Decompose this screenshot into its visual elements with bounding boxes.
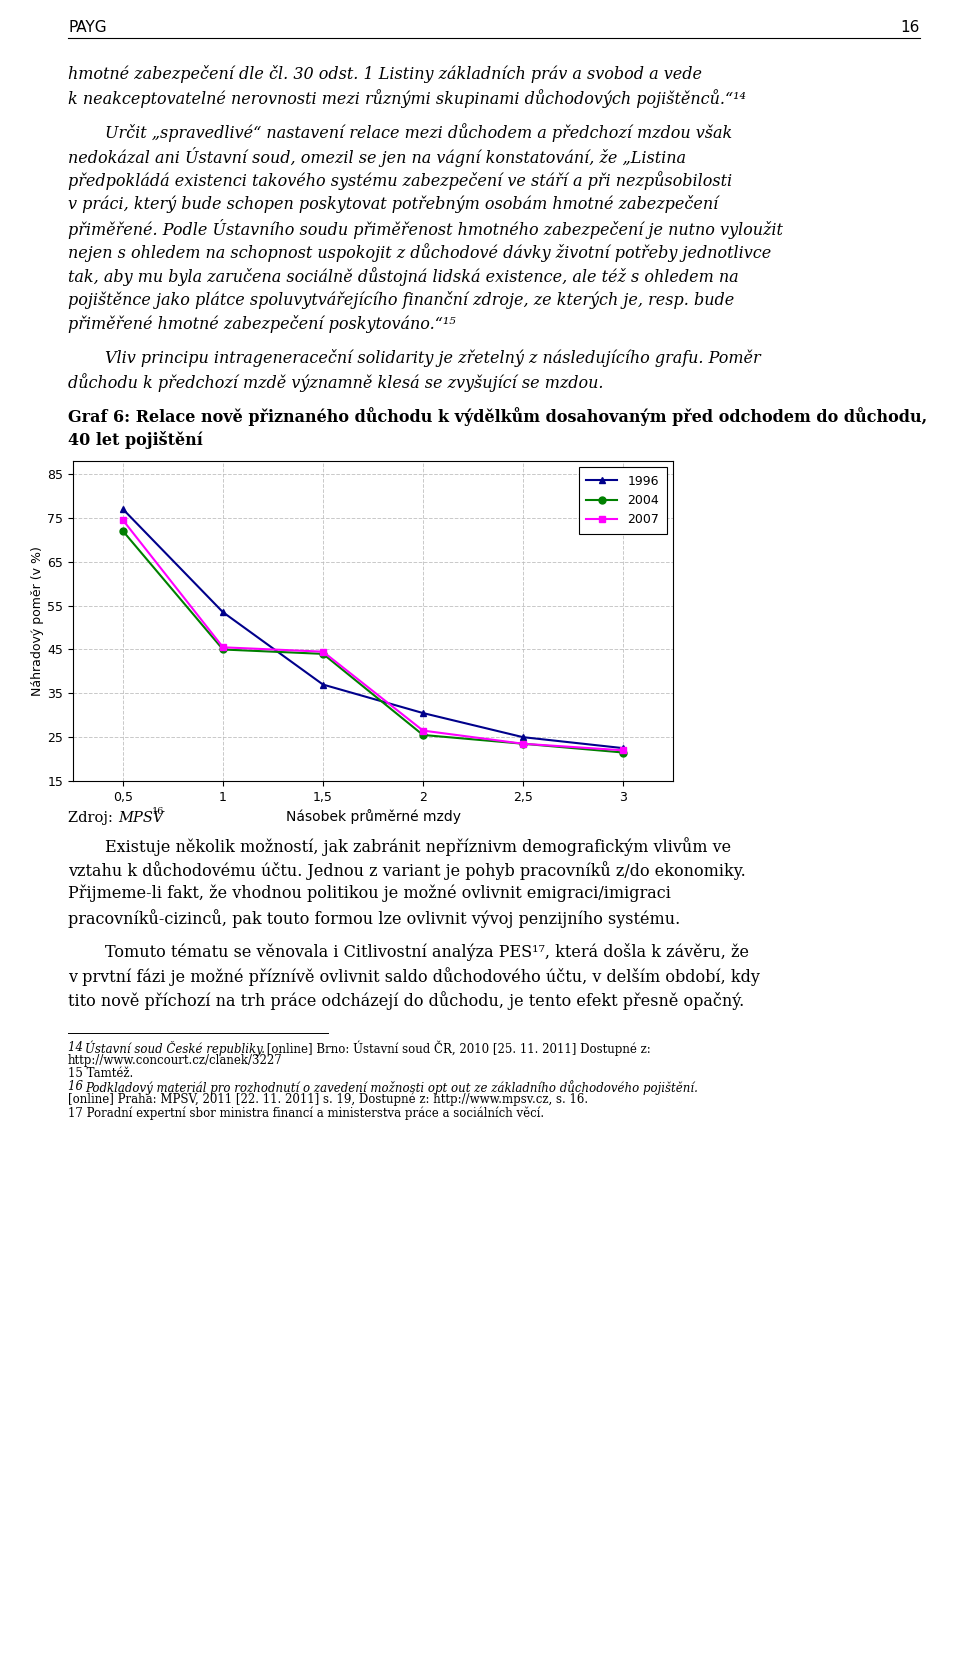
2004 <box>117 520 129 541</box>
1996 <box>117 499 129 519</box>
2007 <box>418 720 429 740</box>
2004 <box>418 725 429 745</box>
Text: Existuje několik možností, jak zabránit nepříznivm demografickým vlivům ve: Existuje několik možností, jak zabránit … <box>105 838 732 856</box>
1996 <box>217 603 228 623</box>
Line: 2004: 2004 <box>120 527 627 756</box>
2004 <box>617 742 629 762</box>
Text: Podkladový materiál pro rozhodnutí o zavedení možnosti opt out ze základního důc: Podkladový materiál pro rozhodnutí o zav… <box>85 1080 698 1095</box>
Text: pracovníků-cizinců, pak touto formou lze ovlivnit vývoj penzijního systému.: pracovníků-cizinců, pak touto formou lze… <box>68 908 681 928</box>
1996 <box>418 704 429 724</box>
Text: k neakceptovatelné nerovnosti mezi různými skupinami důchodových pojištěnců.“¹⁴: k neakceptovatelné nerovnosti mezi různý… <box>68 89 746 107</box>
2007 <box>217 638 228 658</box>
Text: přiměřené hmotné zabezpečení poskytováno.“¹⁵: přiměřené hmotné zabezpečení poskytováno… <box>68 316 456 332</box>
X-axis label: Násobek průměrné mzdy: Násobek průměrné mzdy <box>285 809 461 824</box>
Text: vztahu k důchodovému účtu. Jednou z variant je pohyb pracovníků z/do ekonomiky.: vztahu k důchodovému účtu. Jednou z vari… <box>68 861 746 880</box>
Text: 16: 16 <box>68 1080 86 1093</box>
Legend: 1996, 2004, 2007: 1996, 2004, 2007 <box>579 467 667 534</box>
Text: v práci, který bude schopen poskytovat potřebným osobám hmotné zabezpečení: v práci, který bude schopen poskytovat p… <box>68 195 718 213</box>
Text: 15 Tamtéž.: 15 Tamtéž. <box>68 1066 133 1080</box>
Text: tito nově příchozí na trh práce odcházejí do důchodu, je tento efekt přesně opač: tito nově příchozí na trh práce odcházej… <box>68 991 744 1009</box>
Text: v prvtní fázi je možné příznívě ovlivnit saldo důchodového účtu, v delším období: v prvtní fázi je možné příznívě ovlivnit… <box>68 967 760 986</box>
Text: tak, aby mu byla zaručena sociálně důstojná lidská existence, ale též s ohledem : tak, aby mu byla zaručena sociálně důsto… <box>68 267 738 285</box>
1996 <box>317 675 328 695</box>
Text: Graf 6: Relace nově přiznaného důchodu k výdělkům dosahovaným před odchodem do d: Graf 6: Relace nově přiznaného důchodu k… <box>68 406 927 426</box>
Text: 14: 14 <box>68 1041 86 1054</box>
Text: předpokládá existenci takového systému zabezpečení ve stáří a při nezpůsobilosti: předpokládá existenci takového systému z… <box>68 171 732 190</box>
Line: 1996: 1996 <box>120 505 627 752</box>
Text: http://www.concourt.cz/clanek/3227: http://www.concourt.cz/clanek/3227 <box>68 1054 283 1066</box>
Text: 16: 16 <box>152 808 164 816</box>
1996 <box>517 727 529 747</box>
2007 <box>617 740 629 761</box>
2007 <box>517 734 529 754</box>
2004 <box>317 643 328 663</box>
2007 <box>117 510 129 531</box>
Text: Ústavní soud České republiky.: Ústavní soud České republiky. <box>85 1041 265 1056</box>
Text: hmotné zabezpečení dle čl. 30 odst. 1 Listiny základních práv a svobod a vede: hmotné zabezpečení dle čl. 30 odst. 1 Li… <box>68 65 702 82</box>
Text: nedokázal ani Ústavní soud, omezil se jen na vágní konstatování, že „Listina: nedokázal ani Ústavní soud, omezil se je… <box>68 148 686 166</box>
Text: 40 let pojištění: 40 let pojištění <box>68 432 203 448</box>
Text: Tomuto tématu se věnovala i Citlivostní analýza PES¹⁷, která došla k závěru, že: Tomuto tématu se věnovala i Citlivostní … <box>105 944 749 960</box>
Text: pojištěnce jako plátce spoluvytvářejícího finanční zdroje, ze kterých je, resp. : pojištěnce jako plátce spoluvytvářejícíh… <box>68 290 734 309</box>
Text: PAYG: PAYG <box>68 20 107 35</box>
Text: [online] Praha: MPSV, 2011 [22. 11. 2011] s. 19, Dostupné z: http://www.mpsv.cz,: [online] Praha: MPSV, 2011 [22. 11. 2011… <box>68 1093 588 1106</box>
2004 <box>217 640 228 660</box>
Line: 2007: 2007 <box>120 517 627 754</box>
Text: [online] Brno: Ústavní soud ČR, 2010 [25. 11. 2011] Dostupné z:: [online] Brno: Ústavní soud ČR, 2010 [25… <box>263 1041 651 1056</box>
Text: nejen s ohledem na schopnost uspokojit z důchodové dávky životní potřeby jednotl: nejen s ohledem na schopnost uspokojit z… <box>68 243 771 262</box>
Text: přiměřené. Podle Ústavního soudu přiměřenost hmotného zabezpečení je nutno vylou: přiměřené. Podle Ústavního soudu přiměře… <box>68 218 782 238</box>
Text: 17 Poradní expertní sbor ministra financí a ministerstva práce a sociálních věcí: 17 Poradní expertní sbor ministra financ… <box>68 1106 544 1120</box>
Y-axis label: Náhradový poměr (v %): Náhradový poměr (v %) <box>32 546 44 695</box>
Text: důchodu k předchozí mzdě významně klesá se zvyšující se mzdou.: důchodu k předchozí mzdě významně klesá … <box>68 373 604 391</box>
Text: Zdroj:: Zdroj: <box>68 811 117 824</box>
Text: Určit „spravedlivé“ nastavení relace mezi důchodem a předchozí mzdou však: Určit „spravedlivé“ nastavení relace mez… <box>105 123 732 143</box>
Text: MPSV: MPSV <box>118 811 163 824</box>
2007 <box>317 641 328 662</box>
Text: Přijmeme-li fakt, že vhodnou politikou je možné ovlivnit emigraci/imigraci: Přijmeme-li fakt, že vhodnou politikou j… <box>68 885 671 903</box>
1996 <box>617 739 629 759</box>
2004 <box>517 734 529 754</box>
Text: Vliv principu intrageneraceční solidarity je zřetelný z následujícího grafu. Pom: Vliv principu intrageneraceční solidarit… <box>105 349 760 368</box>
Text: 16: 16 <box>900 20 920 35</box>
